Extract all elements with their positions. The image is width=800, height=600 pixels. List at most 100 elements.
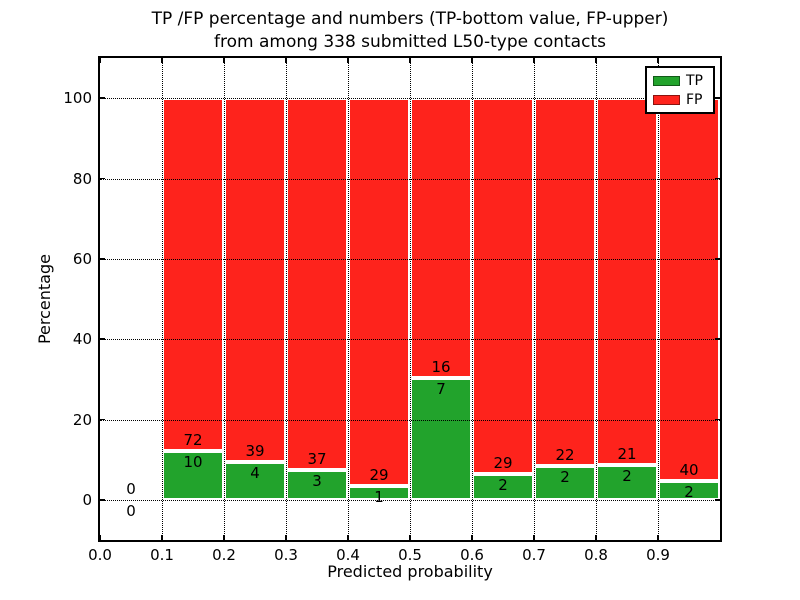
bar-segment-fp bbox=[410, 98, 472, 378]
gridline-vertical bbox=[534, 58, 535, 540]
x-tick bbox=[471, 58, 473, 63]
bar-segment-fp bbox=[472, 98, 534, 474]
x-tick-label: 0.2 bbox=[212, 546, 236, 564]
legend-item-tp: TP bbox=[653, 74, 707, 88]
x-tick bbox=[595, 58, 597, 63]
gridline-vertical bbox=[472, 58, 473, 540]
x-tick bbox=[161, 535, 163, 540]
y-tick-label: 20 bbox=[72, 410, 92, 429]
y-tick-label: 60 bbox=[72, 249, 92, 268]
bar-segment-tp bbox=[286, 469, 348, 500]
x-tick bbox=[471, 535, 473, 540]
x-tick bbox=[347, 58, 349, 63]
x-tick-label: 0.7 bbox=[522, 546, 546, 564]
x-tick-label: 0.1 bbox=[150, 546, 174, 564]
bar-segment-fp bbox=[224, 98, 286, 463]
tp-count-label: 2 bbox=[684, 482, 694, 501]
fp-count-label: 39 bbox=[245, 442, 265, 461]
x-tick-label: 0.6 bbox=[460, 546, 484, 564]
y-tick-label: 100 bbox=[63, 89, 92, 108]
tp-swatch-icon bbox=[653, 75, 680, 86]
x-tick bbox=[533, 535, 535, 540]
gridline-vertical bbox=[596, 58, 597, 540]
y-tick bbox=[715, 338, 720, 340]
y-tick bbox=[100, 97, 105, 99]
tp-count-label: 10 bbox=[183, 452, 203, 471]
fp-count-label: 16 bbox=[431, 357, 451, 376]
y-tick-label: 40 bbox=[72, 330, 92, 349]
y-tick bbox=[100, 418, 105, 421]
fp-count-label: 29 bbox=[493, 453, 513, 472]
fp-swatch-icon bbox=[653, 94, 680, 105]
fp-count-label: 21 bbox=[617, 444, 637, 463]
gridline-vertical bbox=[348, 58, 349, 540]
gridline-vertical bbox=[224, 58, 225, 540]
y-tick bbox=[715, 258, 720, 260]
x-tick bbox=[347, 535, 349, 540]
x-tick bbox=[533, 58, 535, 63]
x-tick bbox=[99, 58, 101, 63]
chart-title-line1: TP /FP percentage and numbers (TP-bottom… bbox=[151, 9, 669, 29]
tp-count-label: 1 bbox=[374, 488, 384, 507]
bar-segment-tp bbox=[348, 486, 410, 500]
x-tick bbox=[99, 535, 101, 540]
y-axis-label: Percentage bbox=[35, 254, 54, 345]
y-tick bbox=[715, 418, 720, 421]
fp-count-label: 40 bbox=[679, 460, 699, 479]
x-tick-label: 0.8 bbox=[584, 546, 608, 564]
y-tick bbox=[715, 97, 720, 99]
bar-segment-fp bbox=[286, 98, 348, 470]
tp-count-label: 0 bbox=[126, 501, 136, 520]
x-tick bbox=[657, 535, 659, 540]
x-tick bbox=[409, 58, 411, 63]
tp-count-label: 4 bbox=[250, 464, 260, 483]
bar-segment-fp bbox=[596, 98, 658, 465]
gridline-vertical bbox=[286, 58, 287, 540]
y-tick bbox=[100, 499, 105, 501]
fp-count-label: 72 bbox=[183, 430, 203, 449]
fp-count-label: 22 bbox=[555, 446, 575, 465]
gridline-vertical bbox=[658, 58, 659, 540]
y-tick-label: 0 bbox=[82, 490, 92, 509]
bar-segment-fp bbox=[534, 98, 596, 467]
x-tick bbox=[223, 535, 225, 540]
bar-segment-tp bbox=[534, 466, 596, 500]
x-tick bbox=[285, 58, 287, 63]
tp-count-label: 2 bbox=[622, 466, 632, 485]
legend-item-fp: FP bbox=[653, 93, 707, 107]
x-tick-label: 0.9 bbox=[646, 546, 670, 564]
legend-label-fp: FP bbox=[686, 91, 703, 108]
gridline-vertical bbox=[410, 58, 411, 540]
y-tick bbox=[100, 177, 105, 180]
x-tick bbox=[657, 58, 659, 63]
y-tick bbox=[715, 177, 720, 180]
fp-count-label: 29 bbox=[369, 466, 389, 485]
legend: TP FP bbox=[645, 66, 715, 114]
bar-segment-tp bbox=[472, 473, 534, 500]
bar-segment-tp bbox=[658, 480, 720, 500]
bar-segment-tp bbox=[224, 462, 286, 500]
fp-count-label: 0 bbox=[126, 479, 136, 498]
x-axis-label: Predicted probability bbox=[327, 562, 493, 581]
tp-count-label: 7 bbox=[436, 379, 446, 398]
legend-label-tp: TP bbox=[686, 72, 703, 89]
tp-count-label: 3 bbox=[312, 471, 322, 490]
chart-title: TP /FP percentage and numbers (TP-bottom… bbox=[100, 8, 720, 54]
x-tick bbox=[285, 535, 287, 540]
plot-area: 0 0 72 10 39 4 37 3 29 1 16 7 29 2 22 2 21 2 40 2 bbox=[99, 58, 720, 540]
x-tick bbox=[223, 58, 225, 63]
y-tick bbox=[100, 258, 105, 260]
x-tick-label: 0.0 bbox=[88, 546, 112, 564]
tp-count-label: 2 bbox=[498, 475, 508, 494]
fp-count-label: 37 bbox=[307, 449, 327, 468]
y-tick-label: 80 bbox=[72, 169, 92, 188]
x-tick bbox=[409, 535, 411, 540]
bar-segment-tp bbox=[162, 450, 224, 500]
y-tick bbox=[715, 499, 720, 501]
chart-title-line2: from among 338 submitted L50-type contac… bbox=[214, 32, 606, 52]
x-tick-label: 0.4 bbox=[336, 546, 360, 564]
x-tick bbox=[595, 535, 597, 540]
bar-segment-tp bbox=[596, 464, 658, 500]
x-tick-label: 0.3 bbox=[274, 546, 298, 564]
